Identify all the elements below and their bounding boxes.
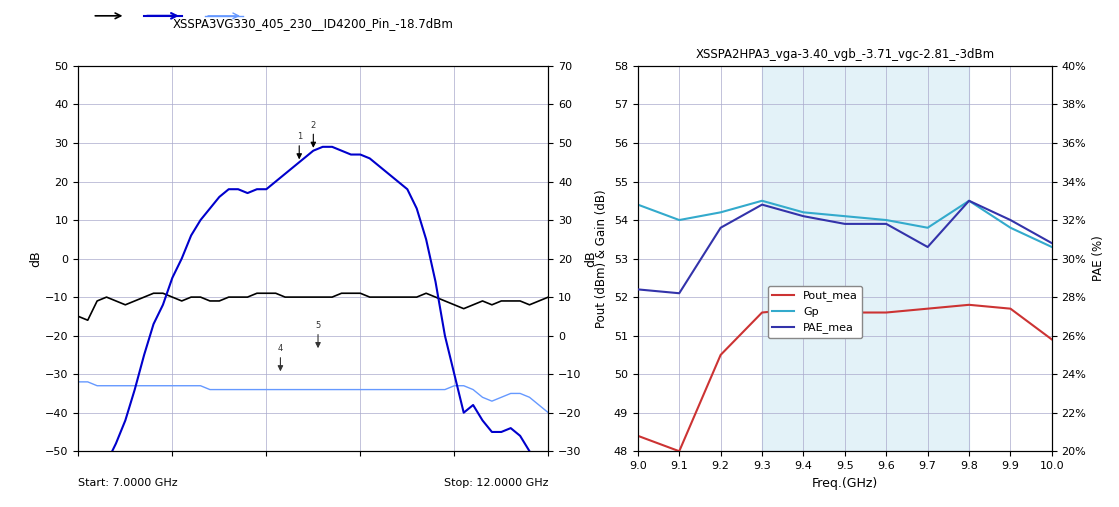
Gp: [797, 209, 810, 215]
S22: [410, 386, 423, 392]
S21: [175, 256, 188, 262]
Text: 1: 1: [297, 132, 302, 141]
S22: [533, 402, 546, 408]
Pout_mea: [631, 433, 645, 439]
Text: Start: 7.0000 GHz: Start: 7.0000 GHz: [78, 478, 178, 488]
Line: Pout_mea: Pout_mea: [638, 305, 1052, 451]
Gp: [921, 225, 934, 231]
Line: PAE_mea: PAE_mea: [638, 201, 1052, 293]
S22: [382, 386, 395, 392]
PAE_mea: [838, 221, 852, 227]
Gp: [673, 217, 686, 223]
PAE_mea: [755, 202, 769, 208]
X-axis label: Freq.(GHz): Freq.(GHz): [811, 477, 878, 489]
Pout_mea: [921, 306, 934, 312]
Pout_mea: [797, 306, 810, 312]
Y-axis label: dB: dB: [584, 250, 598, 267]
Gp: [1045, 244, 1059, 250]
S11: [72, 313, 85, 319]
Gp: [755, 198, 769, 204]
Y-axis label: Pout (dBm) & Gain (dB): Pout (dBm) & Gain (dB): [595, 189, 609, 328]
Pout_mea: [755, 309, 769, 315]
Y-axis label: PAE (%): PAE (%): [1092, 236, 1106, 281]
Text: 5: 5: [316, 321, 321, 330]
Pout_mea: [1045, 337, 1059, 343]
S11: [147, 290, 160, 296]
PAE_mea: [1004, 217, 1017, 223]
PAE_mea: [962, 198, 976, 204]
Pout_mea: [673, 448, 686, 454]
Pout_mea: [880, 309, 893, 315]
Bar: [762, 66, 969, 451]
S22: [542, 410, 555, 416]
S21: [420, 236, 433, 242]
S11: [533, 298, 546, 304]
S21: [542, 487, 555, 493]
S22: [175, 383, 188, 389]
PAE_mea: [921, 244, 934, 250]
S22: [213, 386, 226, 392]
Pout_mea: [962, 302, 976, 308]
S21: [222, 186, 235, 192]
Line: Gp: Gp: [638, 201, 1052, 247]
Pout_mea: [838, 309, 852, 315]
Text: 2: 2: [311, 121, 316, 130]
Text: 4: 4: [278, 344, 283, 353]
S11: [194, 294, 207, 300]
Line: S22: S22: [78, 382, 548, 413]
Gp: [1004, 225, 1017, 231]
Gp: [714, 209, 727, 215]
PAE_mea: [880, 221, 893, 227]
Gp: [962, 198, 976, 204]
PAE_mea: [797, 213, 810, 219]
PAE_mea: [631, 286, 645, 293]
Y-axis label: dB: dB: [29, 250, 43, 267]
Pout_mea: [1004, 306, 1017, 312]
Title: XSSPA3VG330_405_230__ID4200_Pin_-18.7dBm: XSSPA3VG330_405_230__ID4200_Pin_-18.7dBm: [172, 17, 454, 30]
S22: [72, 379, 85, 385]
S11: [429, 294, 442, 300]
Legend: Pout_mea, Gp, PAE_mea: Pout_mea, Gp, PAE_mea: [768, 286, 863, 338]
S11: [401, 294, 414, 300]
Text: Stop: 12.0000 GHz: Stop: 12.0000 GHz: [444, 478, 548, 488]
S11: [241, 294, 254, 300]
Pout_mea: [714, 352, 727, 358]
PAE_mea: [1045, 240, 1059, 246]
S11: [81, 317, 94, 323]
PAE_mea: [714, 225, 727, 231]
S21: [392, 178, 405, 185]
S22: [222, 386, 235, 392]
Line: S21: S21: [78, 147, 548, 507]
Title: XSSPA2HPA3_vga-3.40_vgb_-3.71_vgc-2.81_-3dBm: XSSPA2HPA3_vga-3.40_vgb_-3.71_vgc-2.81_-…: [695, 48, 995, 60]
Gp: [838, 213, 852, 219]
Gp: [880, 217, 893, 223]
Gp: [631, 202, 645, 208]
S11: [232, 294, 245, 300]
S11: [542, 294, 555, 300]
S21: [316, 144, 329, 150]
S21: [213, 194, 226, 200]
Line: S11: S11: [78, 293, 548, 320]
PAE_mea: [673, 290, 686, 296]
S21: [533, 467, 546, 474]
